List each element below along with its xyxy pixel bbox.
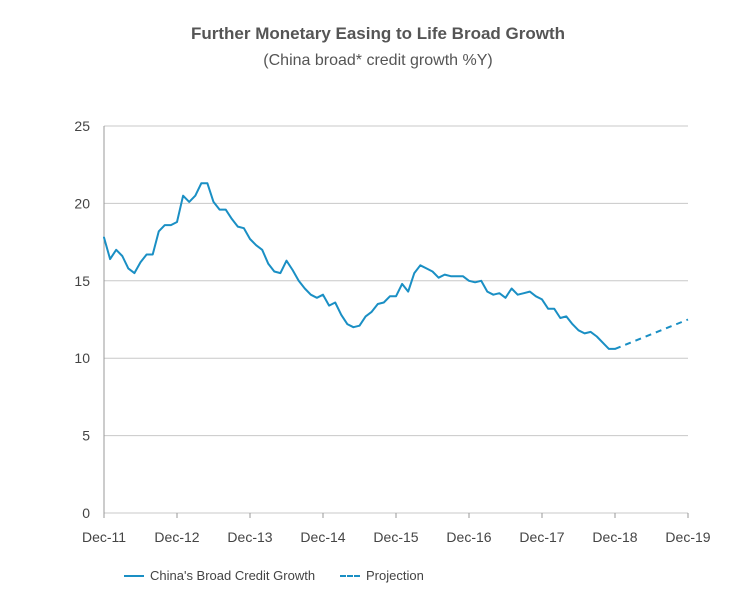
x-tick-label: Dec-19 — [665, 529, 710, 545]
legend-swatch-dashed — [340, 574, 360, 577]
legend-swatch-solid — [124, 574, 144, 577]
x-tick-label: Dec-13 — [227, 529, 272, 545]
x-axis-ticks: Dec-11 Dec-12 Dec-13 Dec-14 Dec-15 Dec-16 Dec-… — [82, 513, 711, 545]
x-tick-label: Dec-14 — [300, 529, 345, 545]
y-axis-ticks: 0 5 10 15 20 25 — [74, 118, 90, 521]
grid-lines — [103, 125, 688, 514]
y-tick-label: 10 — [74, 350, 90, 366]
series-line-broad-credit — [103, 182, 616, 350]
legend-label-projection: Projection — [366, 568, 424, 583]
chart-title: Further Monetary Easing to Life Broad Gr… — [190, 24, 566, 43]
y-tick-label: 25 — [74, 118, 90, 134]
y-tick-label: 5 — [82, 428, 90, 444]
x-tick-label: Dec-12 — [154, 529, 199, 545]
x-tick-label: Dec-15 — [373, 529, 418, 545]
y-tick-label: 0 — [82, 505, 90, 521]
y-tick-label: 15 — [74, 273, 90, 289]
legend-label-broad-credit: China's Broad Credit Growth — [150, 568, 316, 583]
x-tick-label: Dec-16 — [446, 529, 491, 545]
x-tick-label: Dec-18 — [592, 529, 637, 545]
series-line-projection — [614, 318, 689, 350]
chart-subtitle: (China broad* credit growth %Y) — [263, 52, 493, 69]
legend-item-broad-credit: China's Broad Credit Growth — [124, 568, 315, 583]
x-tick-label: Dec-11 — [82, 529, 126, 545]
y-tick-label: 20 — [74, 195, 90, 211]
x-tick-label: Dec-17 — [519, 529, 564, 545]
legend-item-projection: Projection — [340, 568, 424, 583]
series-lines — [103, 182, 689, 350]
